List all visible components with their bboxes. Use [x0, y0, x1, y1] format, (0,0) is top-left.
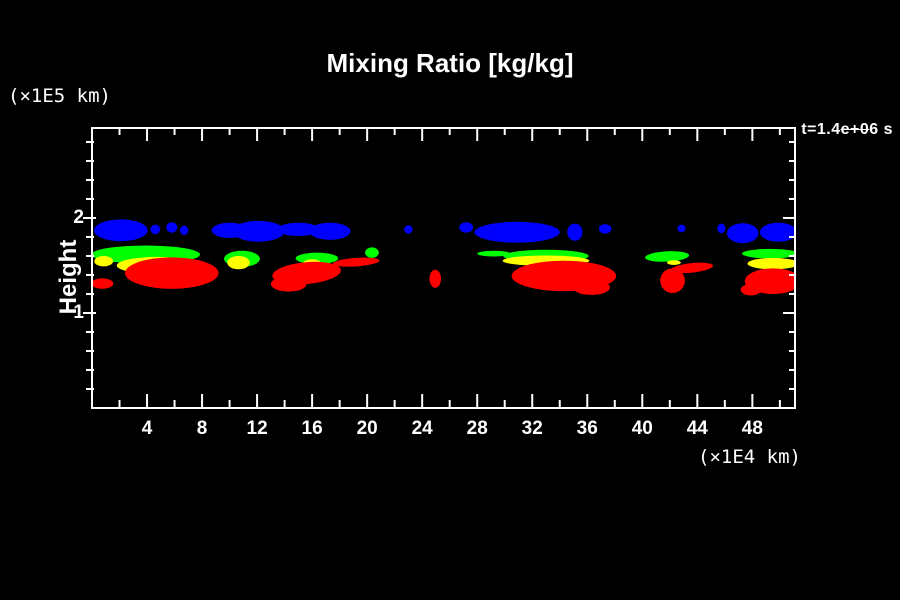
level-4-red-region — [572, 279, 610, 295]
level-1-blue-region — [717, 223, 726, 234]
x-tick-label-8: 8 — [196, 418, 208, 439]
x-axis-unit-label: (×1E4 km) — [698, 446, 801, 468]
level-1-blue-region — [309, 222, 351, 240]
level-4-red-region — [332, 257, 380, 267]
y-tick-label-1: 1 — [73, 301, 84, 323]
level-3-yellow-region — [667, 260, 681, 266]
level-3-yellow-region — [227, 255, 250, 270]
level-4-red-region — [429, 269, 442, 288]
level-1-blue-region — [598, 224, 612, 234]
x-tick-label-28: 28 — [466, 418, 488, 439]
level-2-green-region — [477, 250, 511, 257]
x-tick-label-12: 12 — [246, 418, 268, 439]
level-1-blue-region — [567, 223, 583, 241]
level-2-green-region — [365, 247, 379, 258]
level-4-red-region — [125, 257, 219, 289]
level-4-red-region — [790, 281, 795, 290]
level-1-blue-region — [759, 222, 795, 242]
x-tick-label-32: 32 — [521, 418, 543, 439]
level-1-blue-region — [474, 221, 560, 243]
level-4-red-region — [670, 262, 714, 274]
y-tick-label-2: 2 — [73, 206, 84, 228]
level-2-green-region — [742, 248, 795, 259]
x-tick-label-20: 20 — [356, 418, 378, 439]
level-3-yellow-region — [747, 257, 795, 270]
x-tick-label-40: 40 — [631, 418, 653, 439]
plot-title: Mixing Ratio [kg/kg] — [326, 48, 574, 78]
level-1-blue-region — [459, 222, 474, 233]
level-1-blue-region — [94, 219, 148, 242]
x-tick-label-16: 16 — [301, 418, 323, 439]
time-annotation-prefix: t=1.4 — [801, 121, 841, 138]
x-tick-label-24: 24 — [411, 418, 433, 439]
level-1-blue-region — [232, 220, 285, 242]
level-1-blue-region — [150, 224, 161, 235]
level-3-yellow-region — [94, 255, 114, 267]
level-4-red-region — [270, 276, 307, 292]
time-annotation-suffix: 6 s — [869, 121, 893, 138]
level-4-red-region — [660, 268, 685, 294]
level-1-blue-region — [404, 225, 413, 234]
contour-regions — [92, 219, 795, 296]
level-4-red-region — [92, 278, 114, 289]
y-axis-unit-label: (×1E5 km) — [8, 85, 111, 107]
level-2-green-region — [645, 251, 690, 262]
level-1-blue-region — [726, 223, 759, 244]
x-tick-label-48: 48 — [741, 418, 763, 439]
level-4-red-region — [740, 284, 762, 296]
level-1-blue-region — [180, 225, 189, 236]
x-tick-label-4: 4 — [141, 418, 153, 439]
x-tick-label-44: 44 — [686, 418, 708, 439]
level-1-blue-region — [277, 222, 319, 237]
time-annotation-struck: e+0 — [840, 121, 870, 138]
plot-frame — [91, 127, 796, 409]
x-tick-label-36: 36 — [576, 418, 598, 439]
level-1-blue-region — [166, 222, 178, 233]
time-annotation: t=1.4e+06 s — [801, 121, 893, 139]
level-1-blue-region — [677, 224, 686, 233]
axis-ticks — [83, 128, 795, 408]
